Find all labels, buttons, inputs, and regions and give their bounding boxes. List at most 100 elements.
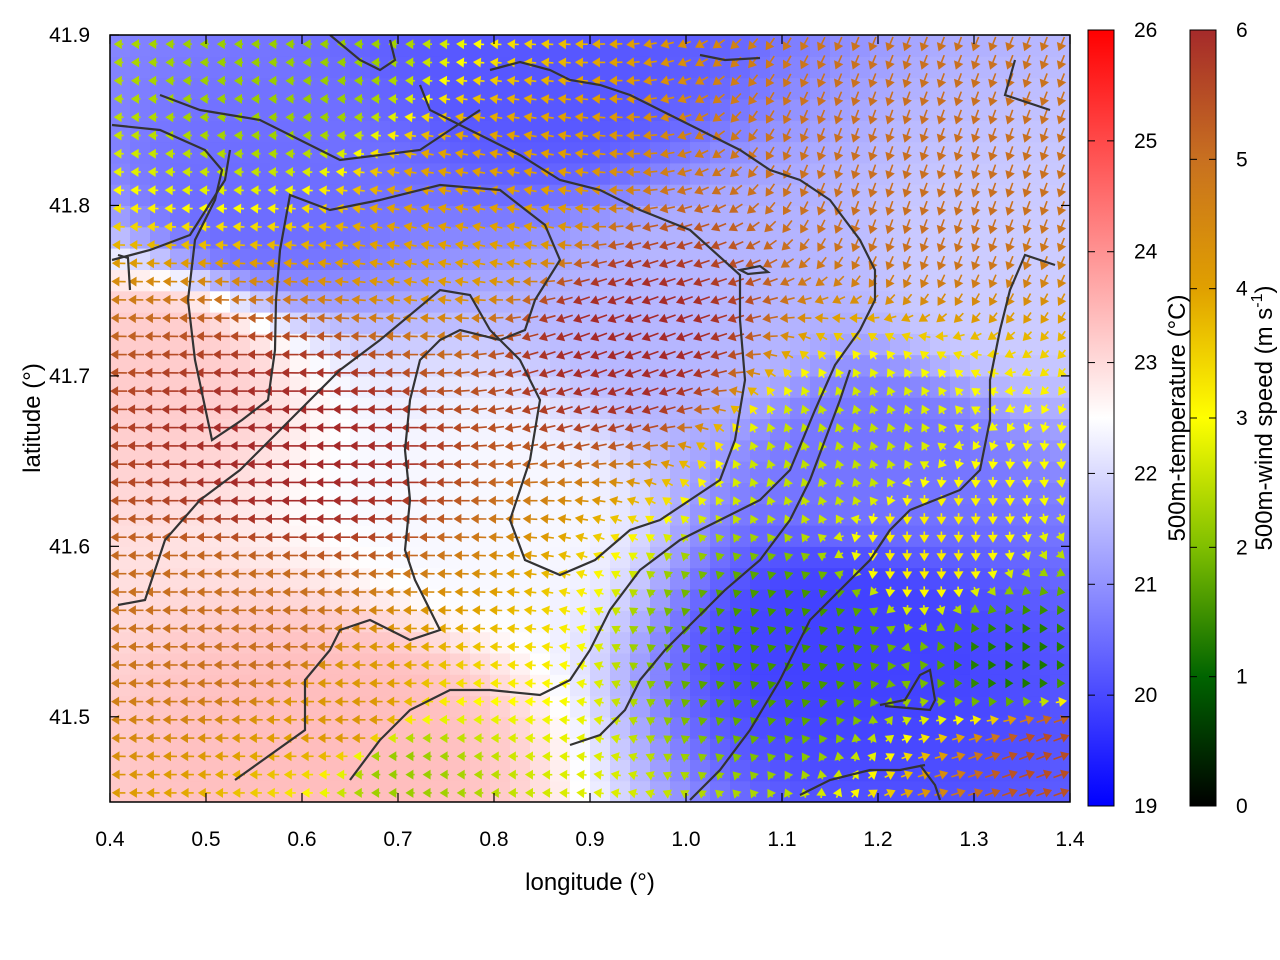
heatmap-cell <box>390 759 411 782</box>
wind-arrow <box>113 39 124 50</box>
wind-arrow <box>212 404 231 415</box>
heatmap-cell <box>950 226 971 249</box>
wind-arrow <box>165 112 175 123</box>
heatmap-cell <box>550 695 571 718</box>
heatmap-cell <box>290 525 311 547</box>
wind-arrow <box>404 94 416 104</box>
heatmap-cell <box>250 461 271 483</box>
wind-arrow <box>349 404 368 415</box>
heatmap-cell <box>650 248 671 270</box>
heatmap-cell <box>590 588 611 611</box>
wind-arrow <box>162 678 178 689</box>
wind-arrow <box>354 93 364 104</box>
heatmap-cell <box>810 738 831 760</box>
wind-arrow <box>384 495 402 506</box>
wind-arrow <box>266 714 280 725</box>
wind-arrow <box>419 331 435 342</box>
wind-arrow <box>165 148 175 159</box>
heatmap-cell <box>130 184 151 206</box>
heatmap-cell <box>630 780 651 802</box>
heatmap-cell <box>990 610 1011 633</box>
heatmap-cell <box>170 162 191 185</box>
wind-arrow <box>336 112 347 123</box>
wind-arrow <box>370 112 381 123</box>
wind-arrow <box>472 660 485 671</box>
temperature-colorbar-label: 500m-temperature (°C) <box>1164 294 1191 541</box>
heatmap-cell <box>750 269 771 292</box>
wind-arrow <box>130 148 141 159</box>
wind-arrow <box>420 258 434 269</box>
wind-arrow <box>317 258 332 269</box>
heatmap-cell <box>350 738 371 760</box>
heatmap-cell <box>450 716 471 739</box>
wind-arrow <box>213 660 230 670</box>
wind-arrow <box>405 75 415 86</box>
heatmap-cell <box>590 290 611 313</box>
wind-arrow <box>335 222 348 232</box>
heatmap-cell <box>430 290 451 313</box>
wind-arrow <box>301 769 314 780</box>
wind-arrow <box>111 733 126 744</box>
wind-arrow <box>162 660 178 670</box>
heatmap-cell <box>1030 120 1051 143</box>
wind-arrow <box>127 313 144 324</box>
heatmap-cell <box>130 120 151 143</box>
heatmap-cell <box>1030 418 1051 441</box>
wind-arrow <box>351 733 366 744</box>
wind-arrow <box>470 422 487 433</box>
wind-arrow <box>368 714 383 725</box>
heatmap-cell <box>330 588 351 611</box>
heatmap-cell <box>250 418 271 441</box>
wind-arrow <box>386 167 400 178</box>
heatmap-cell <box>850 631 871 654</box>
heatmap-cell <box>710 312 731 334</box>
wind-arrow <box>264 532 282 543</box>
heatmap-cell <box>690 184 711 206</box>
wind-arrow <box>454 294 469 305</box>
wind-arrow <box>472 94 485 105</box>
wind-arrow <box>299 587 315 597</box>
heatmap-cell <box>710 184 731 206</box>
wind-arrow <box>384 367 402 378</box>
heatmap-cell <box>1030 780 1051 802</box>
wind-arrow <box>232 221 245 232</box>
wind-arrow <box>386 185 400 196</box>
heatmap-cell <box>630 141 651 164</box>
heatmap-cell <box>170 269 191 292</box>
wind-arrow <box>145 660 161 670</box>
wind-arrow <box>302 57 312 68</box>
colorbar-tick-label: 26 <box>1134 19 1157 42</box>
heatmap-cell <box>470 312 491 334</box>
heatmap-cell <box>390 397 411 420</box>
wind-arrow <box>319 93 329 104</box>
heatmap-cell <box>330 631 351 654</box>
wind-arrow <box>113 75 124 86</box>
heatmap-cell <box>730 546 751 569</box>
heatmap-cell <box>490 162 511 185</box>
heatmap-cell <box>1030 482 1051 505</box>
heatmap-cell <box>450 738 471 760</box>
wind-arrow <box>268 39 278 50</box>
wind-colorbar-label-sup: -1 <box>1249 293 1266 307</box>
heatmap-cell <box>350 567 371 590</box>
heatmap-cell <box>490 695 511 718</box>
heatmap-cell <box>130 759 151 782</box>
heatmap-cell <box>190 184 211 206</box>
wind-arrow <box>383 440 402 451</box>
wind-arrow <box>163 769 177 780</box>
wind-arrow <box>265 641 281 652</box>
heatmap-cell <box>130 35 151 57</box>
heatmap-cell <box>630 98 651 121</box>
heatmap-cell <box>750 610 771 633</box>
heatmap-cell <box>630 35 651 57</box>
heatmap-cell <box>110 397 131 420</box>
heatmap-cell <box>410 418 431 441</box>
wind-arrow <box>181 221 194 232</box>
heatmap-cell <box>930 205 951 228</box>
wind-arrow <box>435 459 453 470</box>
heatmap-cell <box>170 631 191 654</box>
wind-arrow <box>128 787 143 798</box>
heatmap-cell <box>870 780 891 802</box>
wind-arrow <box>403 294 418 305</box>
heatmap-cell <box>730 35 751 57</box>
